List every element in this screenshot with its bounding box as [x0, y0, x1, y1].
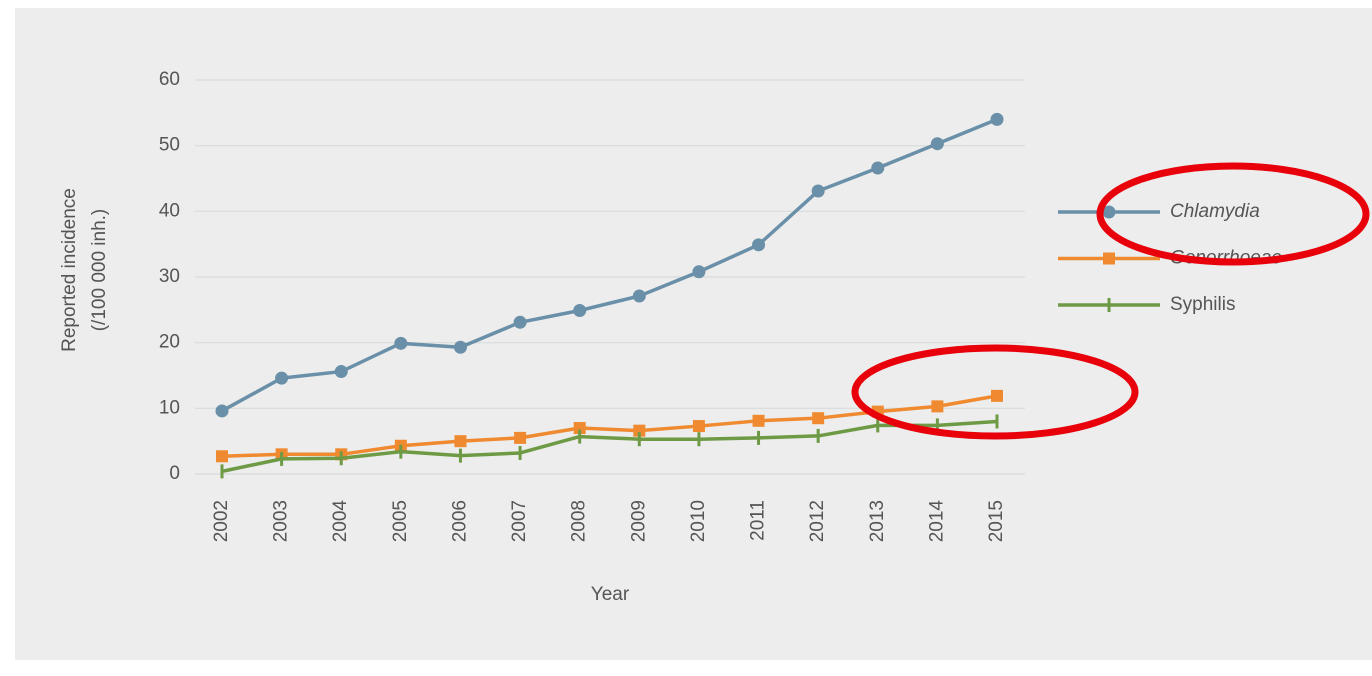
marker — [812, 412, 825, 425]
x-tick-label: 2011 — [748, 500, 769, 541]
marker — [453, 340, 467, 354]
x-tick-label: 2005 — [390, 500, 411, 542]
marker — [930, 137, 944, 151]
x-tick-label: 2008 — [569, 500, 590, 542]
chart-background — [15, 8, 1372, 660]
marker — [394, 336, 408, 350]
y-axis-label: Reported incidence — [59, 188, 80, 352]
x-tick-label: 2010 — [688, 500, 709, 542]
y-tick-label: 60 — [159, 69, 180, 90]
marker — [991, 389, 1003, 402]
marker — [1102, 205, 1116, 219]
marker — [990, 112, 1004, 126]
y-axis-label: (/100 000 inh.) — [89, 209, 110, 332]
marker — [334, 365, 348, 379]
marker — [752, 238, 766, 252]
y-tick-label: 20 — [159, 332, 180, 353]
marker — [931, 400, 944, 413]
highlight-ellipse — [851, 344, 1139, 440]
y-tick-label: 0 — [169, 463, 180, 484]
marker — [692, 265, 706, 279]
x-tick-label: 2014 — [926, 500, 947, 543]
marker — [633, 424, 646, 437]
y-tick-label: 30 — [159, 266, 180, 287]
marker — [215, 404, 229, 418]
y-tick-label: 10 — [159, 397, 180, 418]
marker — [275, 371, 289, 385]
marker — [573, 422, 586, 435]
marker — [871, 161, 885, 175]
x-tick-label: 2007 — [509, 500, 530, 542]
x-tick-label: 2009 — [628, 500, 649, 542]
marker — [513, 315, 527, 329]
y-tick-label: 50 — [159, 135, 180, 156]
marker — [573, 303, 587, 317]
series-line — [221, 117, 998, 413]
x-tick-label: 2015 — [986, 500, 1007, 542]
x-tick-label: 2006 — [449, 500, 470, 542]
marker — [1103, 252, 1115, 265]
marker — [811, 184, 825, 198]
marker — [752, 414, 765, 427]
x-tick-label: 2002 — [211, 500, 232, 542]
x-tick-label: 2004 — [330, 500, 351, 543]
marker — [216, 450, 228, 463]
x-axis-label: Year — [591, 584, 630, 605]
x-tick-label: 2012 — [807, 500, 828, 542]
legend-label: Chlamydia — [1170, 201, 1260, 222]
x-tick-label: 2003 — [271, 500, 292, 542]
series-line — [221, 419, 998, 474]
marker — [514, 431, 527, 444]
x-tick-label: 2013 — [867, 500, 888, 542]
y-tick-label: 40 — [159, 200, 180, 221]
legend-label: Syphilis — [1170, 294, 1235, 315]
marker — [632, 289, 646, 303]
marker — [692, 420, 705, 433]
highlight-ellipse — [1096, 162, 1370, 266]
marker — [454, 435, 467, 448]
